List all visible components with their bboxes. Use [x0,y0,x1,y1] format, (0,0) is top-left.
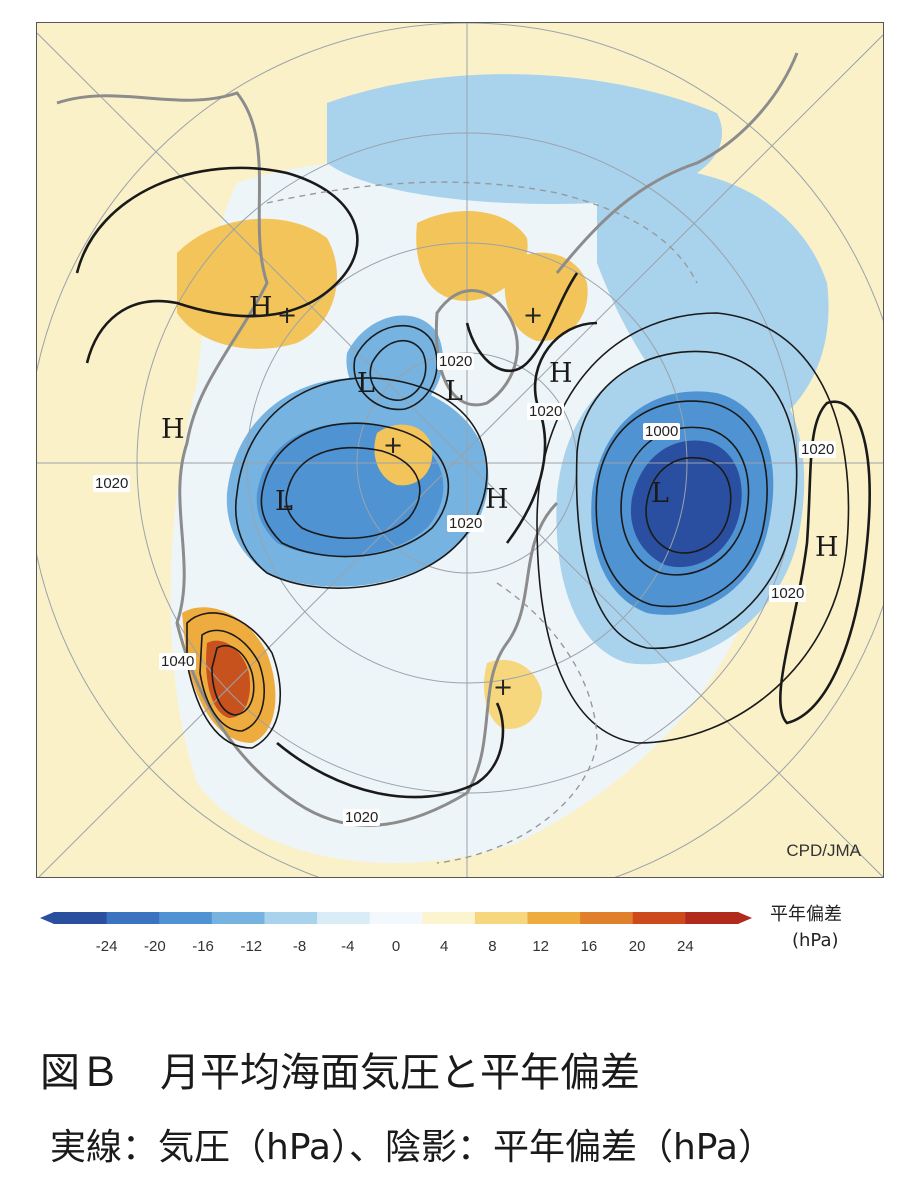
zero-anomaly-contour [436,582,598,864]
figure-title: 図Ｂ 月平均海面気圧と平年偏差 [40,1050,640,1096]
colorbar-arrow-high [738,912,752,924]
colorbar-segment [54,912,108,924]
colorbar-segment [474,912,529,924]
contour-label: 1000 [643,423,681,440]
colorbar-tick-label: -24 [95,938,118,955]
contour-label: 1020 [447,515,485,532]
colorbar-tick-label: -20 [144,938,166,955]
coastline [56,91,559,827]
colorbar-unit-label: 平年偏差 [770,904,842,925]
high-pressure-center: H [815,532,839,563]
positive-anomaly-sign: + [383,431,404,459]
colorbar-tick-label: -12 [240,938,263,955]
colorbar-tick-label: -8 [292,938,307,955]
colorbar-graphic [40,912,752,924]
low-pressure-center: L [275,486,293,517]
low-pressure-center: L [357,368,375,399]
colorbar-tick-label: 8 [488,938,497,955]
high-pressure-center: H [485,484,509,515]
low-pressure-center: L [445,376,463,407]
colorbar-tick-label: -4 [341,938,355,955]
positive-anomaly-west [177,218,337,349]
contour-label: 1020 [799,441,837,458]
colorbar-tick-label: -16 [192,938,214,955]
colorbar-segment [632,912,686,924]
contour-label: 1020 [93,475,131,492]
pressure-contours [75,166,871,799]
positive-anomaly-north [416,211,528,301]
negative-anomaly-sign: - [283,491,292,519]
colorbar-tick-label: 4 [440,938,449,955]
contour-label: 1020 [527,403,565,420]
colorbar-unit-label: (hPa) [792,930,839,951]
coastline [555,52,799,274]
zero-anomaly-contour [266,181,698,284]
colorbar-tick-label: 0 [391,938,401,955]
high-pressure-center: H [249,292,273,323]
colorbar-segment [317,912,371,924]
meridian-line [38,34,883,877]
colorbar-segment [211,912,265,924]
colorbar-segment [527,912,581,924]
map-panel: 1020 1020 1020 1020 1000 1020 1020 1040 … [36,22,884,878]
high-pressure-center: H [161,414,185,445]
anomaly-map-graphic [37,23,883,877]
high-pressure-center: H [549,358,573,389]
colorbar-segment [264,912,318,924]
colorbar-tick-label: 20 [628,938,646,955]
colorbar-tick-label: 24 [677,938,694,955]
colorbar-arrow-low [40,912,54,924]
colorbar: -24 -20 -16 -12 -8 -4 0 4 8 12 16 20 24 [36,906,756,976]
figure-caption: 実線：気圧（hPa）、陰影：平年偏差（hPa） [50,1127,774,1168]
contour-label: 1040 [159,653,197,670]
colorbar-segment [580,912,634,924]
colorbar-segment [106,912,160,924]
positive-anomaly-sign: + [493,673,514,701]
pacific-low-core [630,440,742,568]
colorbar-segment [422,912,476,924]
positive-anomaly-center [374,424,433,486]
contour-label: 1020 [343,809,381,826]
positive-anomaly-northeast [504,252,588,342]
positive-anomaly-sign: + [277,301,298,329]
colorbar-tick-label: 16 [580,938,598,955]
low-pressure-center: L [651,478,669,509]
positive-anomaly-sign: + [523,301,544,329]
colorbar-segment [369,912,423,924]
greenland-coastline [434,289,519,407]
contour-label: 1020 [437,353,475,370]
map-credit: CPD/JMA [786,841,861,860]
colorbar-tick-label: 12 [532,938,550,955]
colorbar-segment [685,912,739,924]
contour-label: 1020 [769,585,807,602]
colorbar-segment [159,912,213,924]
positive-anomaly-south [483,659,542,729]
